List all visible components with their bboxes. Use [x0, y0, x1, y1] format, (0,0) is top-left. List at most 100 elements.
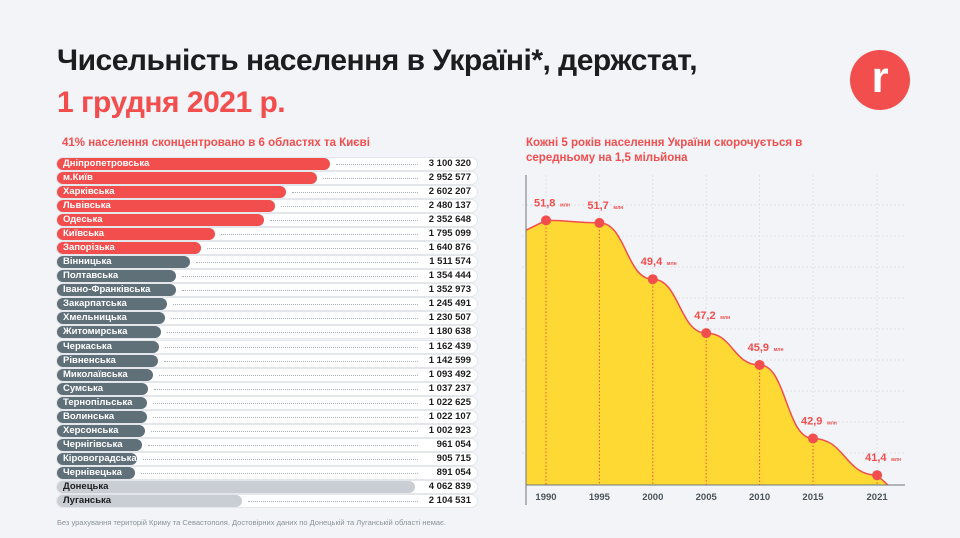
bar-row: Чернівецька 891 054 — [57, 466, 477, 479]
data-unit: млн — [613, 205, 623, 211]
bar — [57, 284, 177, 297]
bar-label: Тернопільська — [63, 396, 133, 408]
bar-label: Луганська — [63, 494, 112, 506]
bar-row: м.Київ 2 952 577 — [57, 172, 477, 185]
bar-label: Рівненська — [63, 354, 116, 366]
bar — [57, 438, 142, 451]
data-label: 51,8 — [534, 197, 555, 209]
bar-label: Хмельницька — [63, 312, 127, 324]
bar-value: 1 180 638 — [428, 326, 471, 338]
dotted-leader — [147, 444, 418, 446]
bar — [57, 452, 137, 465]
data-label: 42,9 — [801, 415, 822, 427]
bar-chart-title: 41% населення сконцентровано в 6 областя… — [62, 137, 370, 149]
bar-row: Миколаївська 1 093 492 — [57, 368, 477, 381]
bar — [57, 256, 191, 269]
bar-label: Кіровоградська — [63, 452, 137, 464]
bar — [57, 214, 265, 227]
dotted-leader — [154, 388, 418, 390]
bar-value: 1 162 439 — [428, 340, 471, 352]
bar — [57, 396, 147, 409]
page-subtitle-date: 1 грудня 2021 р. — [57, 86, 286, 119]
bar — [57, 186, 286, 199]
bar-label: Вінницька — [63, 256, 112, 268]
dotted-leader — [141, 472, 418, 474]
bar — [57, 158, 330, 170]
dotted-leader — [220, 234, 418, 236]
x-tick-label: 1990 — [535, 492, 556, 503]
x-tick-label: 2021 — [867, 492, 889, 503]
bar-row: Житомирська 1 180 638 — [57, 326, 477, 339]
bar-label: Донецька — [63, 480, 109, 492]
data-point — [754, 359, 765, 370]
dotted-leader — [172, 304, 418, 306]
bar — [57, 326, 161, 339]
bar-label: Харківська — [63, 186, 115, 198]
x-tick-label: 1995 — [589, 492, 611, 503]
bar-value: 1 037 237 — [428, 382, 471, 394]
bar-row: Тернопільська 1 022 625 — [57, 396, 477, 409]
bar — [57, 200, 276, 213]
bar — [57, 312, 166, 325]
bar-row: Вінницька 1 511 574 — [57, 256, 477, 269]
dotted-leader — [182, 276, 418, 278]
bar — [57, 172, 317, 185]
data-point — [808, 433, 818, 444]
bar-value: 905 715 — [436, 452, 471, 464]
bar-label: Житомирська — [63, 326, 128, 338]
bar-label: Миколаївська — [63, 368, 128, 380]
data-point — [541, 215, 551, 226]
bar — [57, 270, 177, 283]
dotted-leader — [171, 318, 418, 320]
dotted-leader — [165, 346, 418, 348]
bar-row: Донецька 4 062 839 — [57, 480, 477, 493]
bar-row: Одеська 2 352 648 — [57, 214, 477, 227]
bar — [57, 242, 202, 255]
bar — [57, 410, 147, 423]
bar-label: Полтавська — [63, 270, 119, 282]
dotted-leader — [291, 192, 418, 194]
dotted-leader — [335, 164, 418, 165]
bar — [57, 424, 146, 437]
bar-label: Львівська — [63, 200, 111, 212]
bar-row: Херсонська 1 002 923 — [57, 424, 477, 437]
data-unit: млн — [720, 315, 730, 321]
data-point — [647, 274, 658, 285]
bar-value: 1 245 491 — [428, 298, 471, 310]
bar-value: 1 511 574 — [429, 256, 471, 268]
bar-label: Чернівецька — [63, 466, 122, 478]
bar-label: Запорізька — [63, 242, 115, 254]
bar-label: Дніпропетровська — [63, 158, 150, 169]
bar — [57, 466, 136, 479]
bar-value: 2 602 207 — [428, 186, 471, 198]
dotted-leader — [159, 374, 418, 376]
bar-value: 2 480 137 — [428, 200, 471, 212]
bar-row: Київська 1 795 099 — [57, 228, 477, 241]
x-tick-label: 2010 — [749, 492, 770, 503]
data-point — [701, 328, 712, 339]
bar-row: Запорізька 1 640 876 — [57, 242, 477, 255]
bar-row: Кіровоградська 905 715 — [57, 452, 477, 465]
bar — [57, 228, 215, 241]
x-tick-label: 2000 — [642, 492, 663, 503]
bar-row: Волинська 1 022 107 — [57, 410, 477, 423]
data-point — [872, 470, 883, 481]
data-label: 47,2 — [694, 310, 715, 322]
dotted-leader — [207, 248, 418, 250]
bar-label: Закарпатська — [63, 298, 127, 310]
data-unit: млн — [667, 261, 677, 267]
dotted-leader — [166, 332, 418, 334]
bar-label: Івано-Франківська — [63, 284, 151, 296]
area-chart-title: Кожні 5 років населення України скорочує… — [526, 137, 803, 164]
bar — [57, 368, 154, 381]
dotted-leader — [182, 290, 418, 292]
bar-row: Дніпропетровська 3 100 320 — [57, 158, 477, 170]
bar-value: 4 062 839 — [428, 480, 471, 492]
dotted-leader — [281, 206, 418, 208]
bar — [57, 480, 415, 493]
data-unit: млн — [891, 457, 901, 463]
bar-row: Хмельницька 1 230 507 — [57, 312, 477, 325]
bar-label: Одеська — [63, 214, 103, 226]
dotted-leader — [142, 458, 418, 460]
bar-row: Полтавська 1 354 444 — [57, 270, 477, 283]
